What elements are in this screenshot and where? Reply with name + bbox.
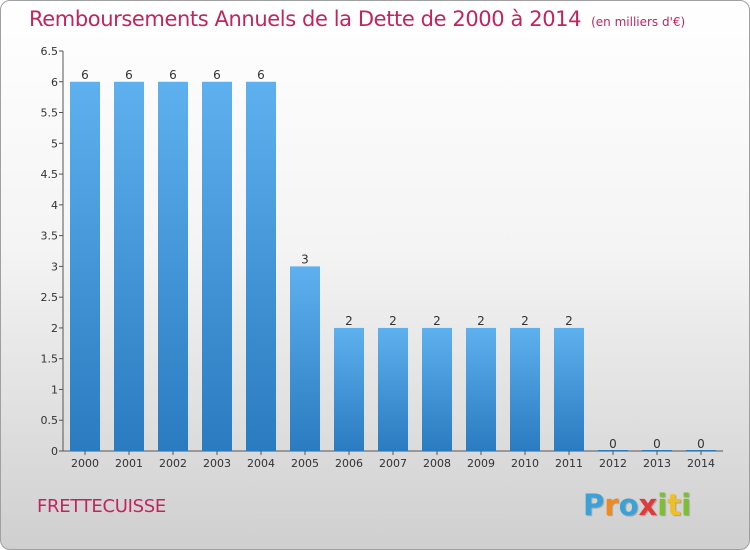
- x-tick-label: 2013: [643, 457, 671, 470]
- y-tick-label: 4.5: [41, 168, 59, 181]
- bar: [334, 327, 364, 451]
- data-label: 6: [81, 68, 89, 82]
- y-tick-label: 3.5: [41, 230, 59, 243]
- bar: [158, 81, 188, 452]
- chart-title-text: Remboursements Annuels de la Dette de 20…: [29, 7, 582, 31]
- bar: [642, 450, 672, 451]
- data-label: 6: [169, 68, 177, 82]
- x-tick-label: 2014: [687, 457, 715, 470]
- x-tick-label: 2005: [291, 457, 319, 470]
- y-tick-label: 1: [51, 383, 58, 396]
- x-tick-label: 2008: [423, 457, 451, 470]
- data-label: 6: [257, 68, 265, 82]
- y-tick-label: 6: [51, 76, 58, 89]
- data-label: 2: [477, 314, 485, 328]
- x-tick-label: 2009: [467, 457, 495, 470]
- y-tick-label: 0.5: [41, 414, 59, 427]
- y-tick-label: 5: [51, 137, 58, 150]
- proxiti-logo: Proxiti: [583, 488, 691, 522]
- x-tick-label: 2000: [71, 457, 99, 470]
- bars: [70, 81, 716, 452]
- bar: [246, 81, 276, 452]
- y-tick-label: 1.5: [41, 353, 59, 366]
- x-tick-label: 2002: [159, 457, 187, 470]
- bar: [510, 327, 540, 451]
- x-tick-label: 2004: [247, 457, 275, 470]
- logo-letter: P: [583, 488, 605, 522]
- logo-letter: i: [681, 488, 692, 522]
- data-label: 0: [697, 437, 705, 451]
- y-tick-label: 5.5: [41, 107, 59, 120]
- x-tick-label: 2012: [599, 457, 627, 470]
- bar: [466, 327, 496, 451]
- chart-title: Remboursements Annuels de la Dette de 20…: [29, 7, 685, 31]
- y-tick-label: 3: [51, 260, 58, 273]
- bar: [70, 81, 100, 452]
- bar: [554, 327, 584, 451]
- logo-letter: x: [638, 488, 658, 522]
- data-label: 2: [521, 314, 529, 328]
- data-label: 6: [213, 68, 221, 82]
- x-tick-label: 2001: [115, 457, 143, 470]
- bar: [422, 327, 452, 451]
- logo-letter: t: [667, 488, 682, 522]
- data-label: 6: [125, 68, 133, 82]
- y-tick-label: 6.5: [41, 45, 59, 58]
- x-tick-label: 2007: [379, 457, 407, 470]
- data-label: 0: [653, 437, 661, 451]
- data-label: 0: [609, 437, 617, 451]
- logo-letter: r: [604, 488, 619, 522]
- y-tick-label: 4: [51, 199, 58, 212]
- bar: [114, 81, 144, 452]
- x-tick-label: 2003: [203, 457, 231, 470]
- bar: [378, 327, 408, 451]
- logo-letter: o: [618, 488, 639, 522]
- y-tick-label: 2.5: [41, 291, 59, 304]
- data-label: 2: [345, 314, 353, 328]
- x-tick-label: 2006: [335, 457, 363, 470]
- data-label: 3: [301, 252, 309, 266]
- data-label: 2: [433, 314, 441, 328]
- logo-letter: i: [657, 488, 668, 522]
- data-label: 2: [389, 314, 397, 328]
- y-tick-label: 2: [51, 322, 58, 335]
- y-tick-label: 0: [51, 445, 58, 458]
- bar: [290, 266, 320, 451]
- x-tick-label: 2011: [555, 457, 583, 470]
- chart-subtitle: (en milliers d'€): [591, 15, 686, 29]
- data-labels: 6 6 6 6 6 3 2 2 2 2 2 2 0 0 0: [81, 68, 705, 451]
- x-tick-label: 2010: [511, 457, 539, 470]
- bar: [686, 450, 716, 451]
- commune-name: FRETTECUISSE: [37, 496, 166, 517]
- bar: [598, 450, 628, 451]
- bar: [202, 81, 232, 452]
- data-label: 2: [565, 314, 573, 328]
